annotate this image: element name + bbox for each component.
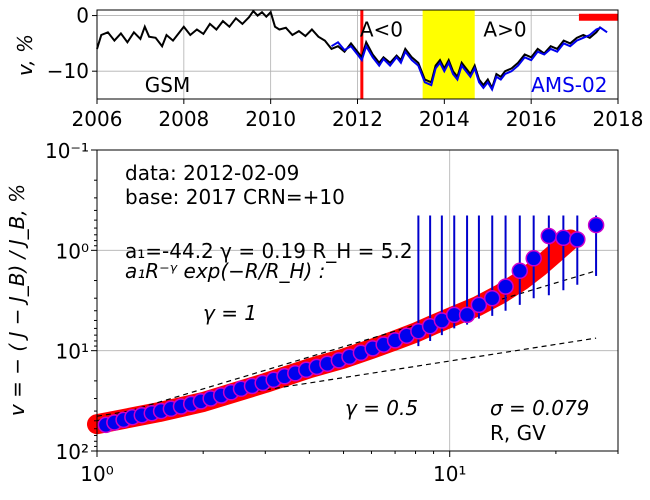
top-x-tick-label-2008: 2008	[158, 107, 209, 131]
data-point-36	[483, 289, 501, 307]
top-x-tick-label-2018: 2018	[593, 107, 644, 131]
data-point-41	[555, 229, 572, 247]
gsm-series-line	[96, 9, 602, 91]
annotation-base: base: 2017 CRN=+10	[125, 185, 345, 209]
bottom-y-tick-label-1: 10⁰	[56, 239, 89, 263]
data-point-40	[540, 227, 558, 245]
annotation-sigma: σ = 0.079	[490, 396, 589, 420]
top-y-axis-label: v, %	[13, 34, 37, 76]
bottom-y-axis-label: v = − ( J − J_B) / J_B, %	[5, 184, 29, 416]
bottom-ticks: 10⁰ 10¹ 10⁻¹ 10⁰ 10¹ 10²	[45, 139, 619, 486]
top-x-tick-label-2010: 2010	[245, 107, 296, 131]
gamma-1-reference-line	[96, 270, 597, 422]
annotation-fit-parameters: a₁=-44.2 γ = 0.19 R_H = 5.2	[125, 239, 413, 263]
top-y-tick-label--10: −10	[47, 59, 89, 83]
bottom-y-tick-label-100: 10²	[56, 440, 89, 464]
top-x-tick-label-2014: 2014	[419, 107, 470, 131]
bottom-y-tick-label-0.1: 10⁻¹	[45, 139, 89, 163]
data-point-35	[470, 296, 488, 314]
annotation-gsm: GSM	[145, 73, 190, 97]
bottom-x-tick-label-10: 10¹	[433, 462, 466, 486]
data-point-42	[569, 231, 586, 248]
top-x-tick-label-2016: 2016	[506, 107, 557, 131]
annotation-a-positive: A>0	[483, 17, 526, 41]
data-point-38	[511, 262, 529, 280]
annotation-gamma-1: γ = 1	[203, 301, 257, 325]
annotation-a-negative: A<0	[360, 17, 403, 41]
annotation-ams02: AMS-02	[531, 73, 607, 97]
top-ticks: 2006 2008 2010 2012 2014 2016 2018 0 −10	[47, 4, 644, 131]
annotation-data-date: data: 2012-02-09	[125, 161, 299, 185]
annotation-fit-formula: a₁R⁻ᵞ exp(−R/R_H) :	[125, 259, 325, 283]
bottom-y-tick-label-10: 10¹	[56, 340, 89, 364]
bottom-panel: 10⁰ 10¹ 10⁻¹ 10⁰ 10¹ 10² data: 2012-02-09 bas…	[5, 139, 619, 486]
annotation-gamma-0.5: γ = 0.5	[345, 396, 418, 420]
data-point-37	[497, 278, 514, 295]
top-panel: 2006 2008 2010 2012 2014 2016 2018 0 −10 A<0 A>0…	[13, 4, 643, 131]
data-point-34	[458, 306, 476, 324]
data-points	[97, 216, 605, 434]
data-point-39	[525, 250, 542, 267]
top-x-tick-label-2006: 2006	[72, 107, 123, 131]
top-x-tick-label-2012: 2012	[332, 107, 383, 131]
ams02-series-line	[330, 26, 608, 92]
top-y-tick-label-0: 0	[76, 4, 89, 28]
bottom-x-axis-label: R, GV	[490, 421, 546, 445]
bottom-x-tick-label-1: 10⁰	[80, 462, 113, 486]
bottom-axes-frame	[96, 149, 619, 452]
data-point-43	[587, 216, 605, 234]
